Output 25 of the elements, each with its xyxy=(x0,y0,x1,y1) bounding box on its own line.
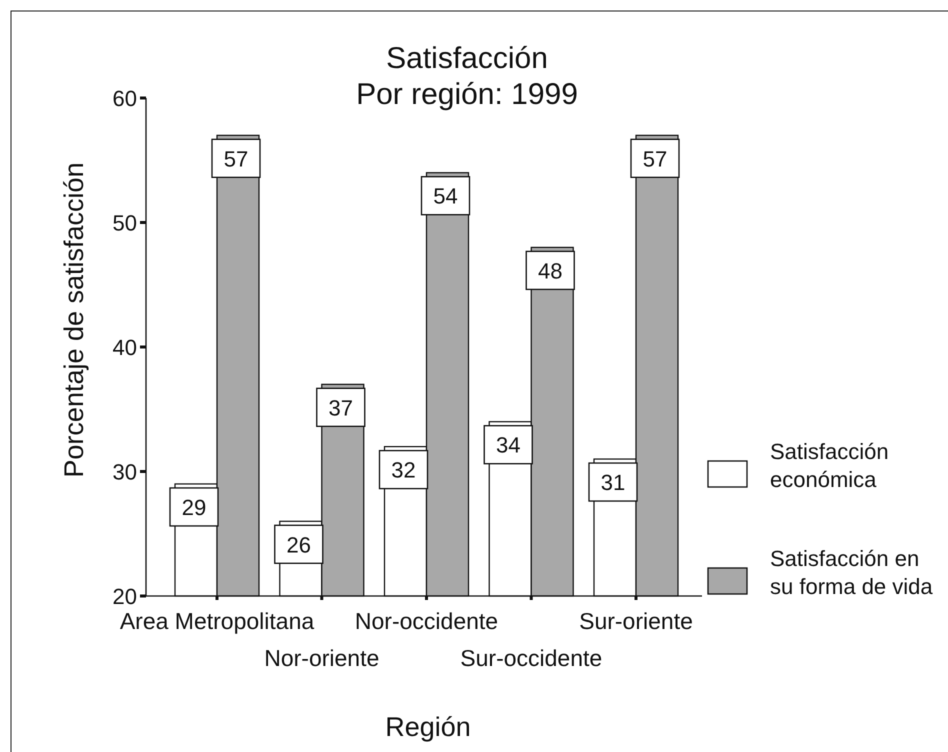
data-label: 54 xyxy=(433,184,458,209)
x-tick-label: Nor-occidente xyxy=(354,608,498,634)
data-label: 57 xyxy=(642,146,668,172)
x-axis-title: Región xyxy=(385,712,471,742)
y-tick-label: 20 xyxy=(112,584,137,609)
y-tick-label: 60 xyxy=(112,86,137,111)
y-tick-label: 40 xyxy=(112,335,137,360)
data-label: 48 xyxy=(538,258,562,284)
legend-label: Satisfacción económica xyxy=(770,439,889,492)
data-label: 57 xyxy=(224,146,248,172)
chart-subtitle: Por región: 1999 xyxy=(356,78,578,111)
y-tick-label: 30 xyxy=(112,460,137,484)
data-label: 34 xyxy=(496,432,520,458)
data-label: 29 xyxy=(182,494,206,520)
y-axis-title: Porcentaje de satisfacción xyxy=(59,162,89,478)
chart-title: Satisfacción xyxy=(386,42,548,75)
data-label: 31 xyxy=(600,470,626,496)
x-tick-label: Sur-occidente xyxy=(460,645,602,671)
legend-label: Satisfacción en su forma de vida xyxy=(770,546,934,599)
y-tick-label: 50 xyxy=(112,210,137,236)
x-tick-label: Nor-oriente xyxy=(264,645,380,671)
x-tick-label: Area Metropolitana xyxy=(120,608,314,634)
data-label: 32 xyxy=(391,458,416,483)
data-label: 37 xyxy=(328,395,353,420)
x-tick-label: Sur-oriente xyxy=(579,608,693,634)
